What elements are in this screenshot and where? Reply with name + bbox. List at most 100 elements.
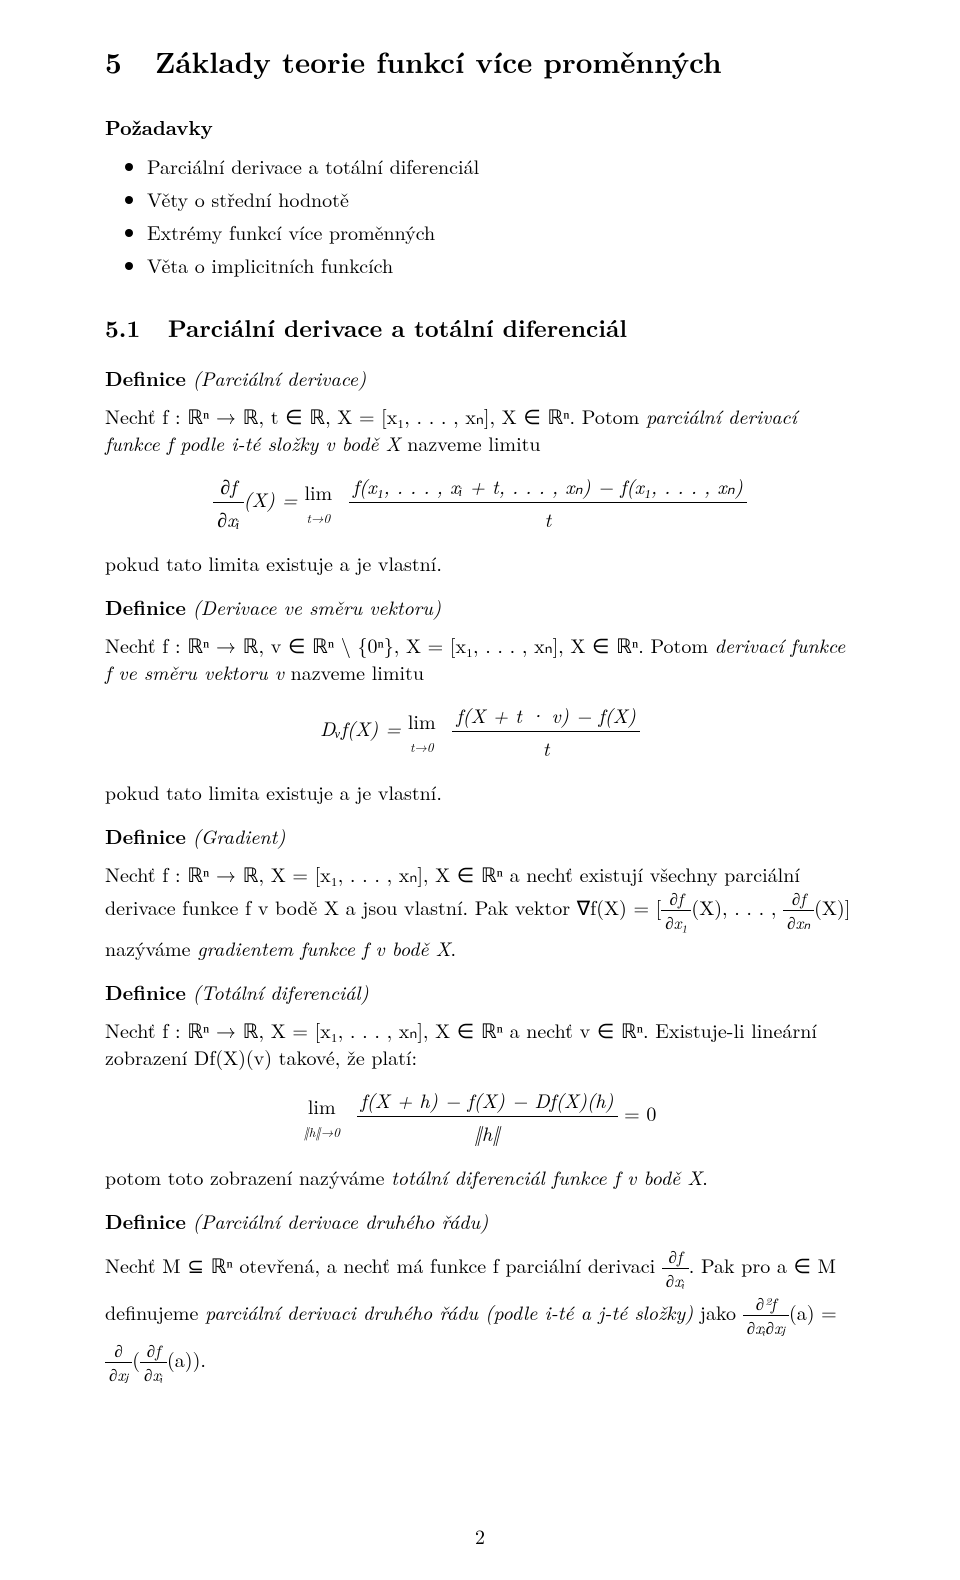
text: nazveme limitu [401, 428, 541, 457]
text: . [702, 1162, 708, 1191]
text: nazveme limitu [284, 657, 424, 686]
definition-name: (Totální diferenciál) [193, 977, 369, 1006]
lim-label: lim [304, 1090, 340, 1122]
numerator: ∂²f [743, 1292, 789, 1316]
lhs: Dᵥf(X) = [320, 713, 408, 742]
definition-body: Nechť M ⊆ ℝⁿ otevřená, a nechť má funkce… [105, 1245, 855, 1386]
text: pokud tato limita existuje a je vlastní. [105, 549, 855, 576]
fraction: ∂²f∂xᵢ∂xⱼ [743, 1292, 789, 1339]
definition-label: Definice [105, 1206, 186, 1235]
text: nazýváme [105, 933, 197, 962]
subsection-title: 5.1 Parciální derivace a totální diferen… [105, 311, 855, 345]
lim-sub: ‖h‖→0 [304, 1122, 340, 1143]
denominator: t [349, 503, 747, 535]
fraction: ∂∂xⱼ [105, 1339, 132, 1386]
lim-label: lim [304, 476, 332, 508]
definition-body: Nechť f : ℝⁿ → ℝ, X = [x₁, . . . , xₙ], … [105, 1016, 855, 1070]
text: jako [693, 1297, 742, 1326]
formula-total-differential: lim ‖h‖→0 f(X + h) − f(X) − Df(X)(h) ‖h‖… [105, 1084, 855, 1149]
denominator: ∂xᵢ [140, 1363, 167, 1386]
definition-label: Definice [105, 977, 186, 1006]
fraction: ∂f ∂xᵢ [213, 470, 243, 535]
fraction: ∂f∂xᵢ [662, 1245, 689, 1292]
denominator: ‖h‖ [357, 1117, 618, 1149]
denominator: ∂xᵢ [213, 503, 243, 535]
requirements-heading: Požadavky [105, 112, 855, 141]
fraction: f(X + h) − f(X) − Df(X)(h) ‖h‖ [357, 1084, 618, 1149]
fraction: f(x₁, . . . , xᵢ + t, . . . , xₙ) − f(x₁… [349, 470, 747, 535]
definition-name: (Parciální derivace) [193, 363, 367, 392]
denominator: t [452, 732, 640, 764]
section-title-text: Základy teorie funkcí více proměnných [155, 40, 722, 82]
numerator: ∂ [105, 1339, 132, 1363]
text: Nechť f : ℝⁿ → ℝ, v ∈ ℝⁿ \ {0ⁿ}, X = [x₁… [105, 630, 715, 659]
arg: (X)] [814, 892, 850, 921]
numerator: f(X + h) − f(X) − Df(X)(h) [357, 1084, 618, 1117]
definition-partial-derivative: Definice (Parciální derivace) [105, 363, 855, 392]
formula-partial-derivative: ∂f ∂xᵢ (X) = lim t→0 f(x₁, . . . , xᵢ + … [105, 470, 855, 535]
definition-directional-derivative: Definice (Derivace ve směru vektoru) [105, 592, 855, 621]
section-number: 5 [105, 40, 122, 82]
arg: (a) = [789, 1297, 837, 1326]
term: gradientem funkce f v bodě X [197, 933, 450, 962]
equals-zero: = 0 [618, 1098, 657, 1127]
numerator: ∂f [662, 1245, 689, 1269]
fraction: f(X + t · v) − f(X) t [452, 699, 640, 764]
text: Nechť f : ℝⁿ → ℝ, t ∈ ℝ, X = [x₁, . . . … [105, 401, 646, 430]
lim-sub: t→0 [304, 508, 332, 529]
denominator: ∂xⱼ [105, 1363, 132, 1386]
definition-label: Definice [105, 592, 186, 621]
lim-label: lim [408, 705, 436, 737]
text: Nechť M ⊆ ℝⁿ otevřená, a nechť má funkce… [105, 1250, 662, 1279]
limit: lim t→0 [304, 476, 332, 529]
definition-body: Nechť f : ℝⁿ → ℝ, X = [x₁, . . . , xₙ], … [105, 860, 855, 961]
denominator: ∂xᵢ∂xⱼ [743, 1316, 789, 1339]
text: potom toto zobrazení nazýváme [105, 1162, 391, 1191]
definition-gradient: Definice (Gradient) [105, 821, 855, 850]
page: 5 Základy teorie funkcí více proměnných … [0, 0, 960, 1580]
term: parciální derivaci druhého řádu (podle i… [205, 1297, 693, 1326]
definition-body: Nechť f : ℝⁿ → ℝ, v ∈ ℝⁿ \ {0ⁿ}, X = [x₁… [105, 631, 855, 685]
subsection-title-text: Parciální derivace a totální diferenciál [168, 311, 627, 345]
limit: lim ‖h‖→0 [304, 1090, 340, 1143]
definition-body: Nechť f : ℝⁿ → ℝ, t ∈ ℝ, X = [x₁, . . . … [105, 402, 855, 456]
numerator: ∂f [140, 1339, 167, 1363]
arg: (X), . . . , [691, 892, 783, 921]
subsection-number: 5.1 [105, 311, 140, 345]
definition-name: (Gradient) [193, 821, 286, 850]
numerator: ∂f [661, 887, 691, 911]
numerator: ∂f [213, 470, 243, 503]
close: (a)). [167, 1343, 206, 1372]
denominator: ∂xᵢ [662, 1269, 689, 1292]
arg: (X) = [244, 484, 305, 513]
text: potom toto zobrazení nazýváme totální di… [105, 1163, 855, 1190]
fraction: ∂f∂xᵢ [140, 1339, 167, 1386]
section-title: 5 Základy teorie funkcí více proměnných [105, 40, 855, 82]
definition-label: Definice [105, 821, 186, 850]
denominator: ∂x₁ [661, 911, 691, 934]
list-item: Parciální derivace a totální diferenciál [147, 151, 855, 180]
text: . [451, 933, 457, 962]
definition-second-partial: Definice (Parciální derivace druhého řád… [105, 1206, 855, 1235]
list-item: Věty o střední hodnotě [147, 184, 855, 213]
lim-sub: t→0 [408, 737, 436, 758]
fraction: ∂f∂x₁ [661, 887, 691, 934]
definition-total-differential: Definice (Totální diferenciál) [105, 977, 855, 1006]
list-item: Extrémy funkcí více proměnných [147, 217, 855, 246]
denominator: ∂xₙ [783, 911, 814, 934]
fraction: ∂f∂xₙ [783, 887, 814, 934]
page-number: 2 [105, 1521, 855, 1550]
numerator: ∂f [783, 887, 814, 911]
list-item: Věta o implicitních funkcích [147, 250, 855, 279]
definition-name: (Parciální derivace druhého řádu) [193, 1206, 489, 1235]
limit: lim t→0 [408, 705, 436, 758]
term: totální diferenciál funkce f v bodě X [391, 1162, 702, 1191]
numerator: f(X + t · v) − f(X) [452, 699, 640, 732]
open: ( [132, 1343, 140, 1372]
text: pokud tato limita existuje a je vlastní. [105, 778, 855, 805]
requirements-list: Parciální derivace a totální diferenciál… [105, 151, 855, 279]
formula-directional-derivative: Dᵥf(X) = lim t→0 f(X + t · v) − f(X) t [105, 699, 855, 764]
numerator: f(x₁, . . . , xᵢ + t, . . . , xₙ) − f(x₁… [349, 470, 747, 503]
definition-name: (Derivace ve směru vektoru) [193, 592, 441, 621]
definition-label: Definice [105, 363, 186, 392]
